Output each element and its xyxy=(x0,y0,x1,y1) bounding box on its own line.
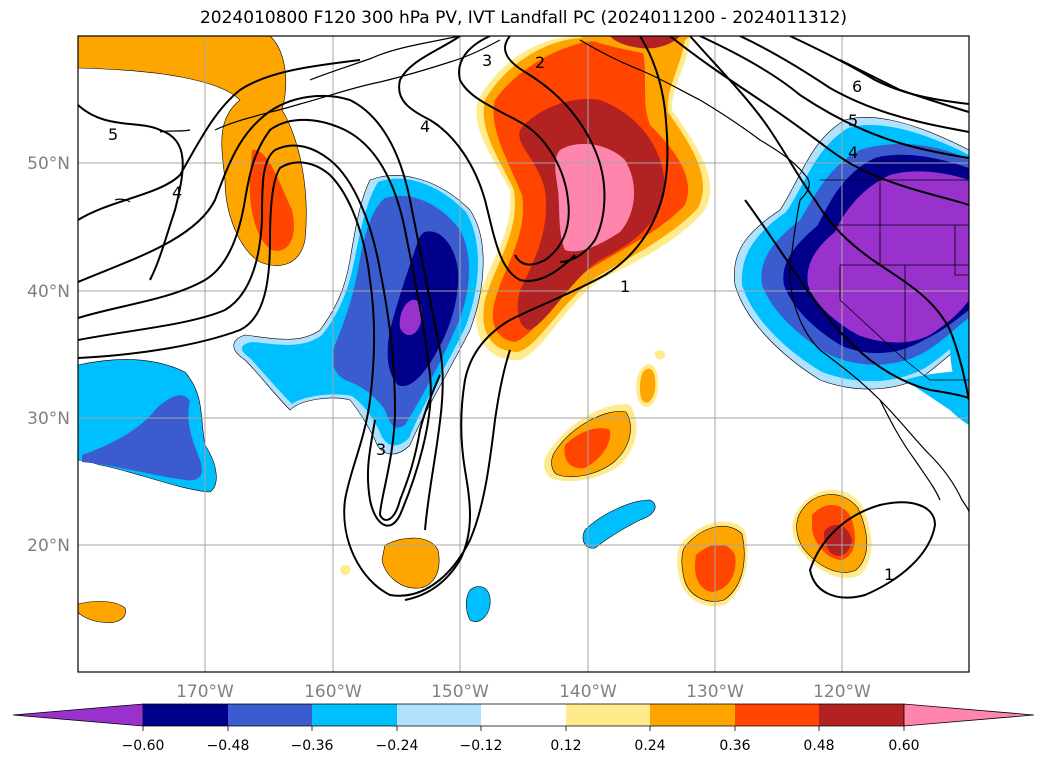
colorbar-segment xyxy=(650,704,735,726)
state-borders xyxy=(820,175,969,381)
lon-label: 170°W xyxy=(176,682,234,702)
positive-anomaly-region xyxy=(823,524,852,556)
positive-anomaly-region xyxy=(381,537,440,589)
positive-anomaly-region xyxy=(555,143,635,252)
negative-anomaly-region xyxy=(465,586,491,622)
colorbar-tick-label: −0.36 xyxy=(291,738,334,754)
contour-label: 1 xyxy=(620,277,630,296)
colorbar-segment xyxy=(228,704,312,726)
map-panel: 1 1 2 3 3 4 4 4 5 5 6 xyxy=(77,35,970,673)
colorbar-tick-label: 0.36 xyxy=(719,738,750,754)
colorbar-tick-label: 0.24 xyxy=(634,738,665,754)
lon-label: 150°W xyxy=(431,682,489,702)
contour-label: 4 xyxy=(848,143,858,162)
colorbar-tick-label: −0.24 xyxy=(376,738,419,754)
colorbar-segment xyxy=(819,704,904,726)
map-title: 2024010800 F120 300 hPa PV, IVT Landfall… xyxy=(199,8,847,28)
colorbar: −0.60 −0.48 −0.36 −0.24 −0.12 0.12 0.24 … xyxy=(12,703,1035,754)
coastlines xyxy=(114,36,969,513)
lon-label: 120°W xyxy=(813,682,871,702)
contour-label: 2 xyxy=(535,53,545,72)
contour-label: 3 xyxy=(376,440,386,459)
colorbar-segment xyxy=(735,704,819,726)
colorbar-tick-label: 0.60 xyxy=(888,738,919,754)
positive-anomaly-region xyxy=(340,564,351,576)
colorbar-segment xyxy=(312,704,397,726)
latitude-labels: 50°N 40°N 30°N 20°N xyxy=(27,154,70,556)
negative-anomaly-region xyxy=(950,330,969,400)
lat-label: 30°N xyxy=(27,409,70,429)
colorbar-outline xyxy=(143,703,904,727)
contour-label: 6 xyxy=(852,77,862,96)
positive-anomaly-region xyxy=(610,36,680,49)
colorbar-segment xyxy=(566,704,650,726)
lon-label: 160°W xyxy=(304,682,362,702)
contour-label: 4 xyxy=(172,183,182,202)
colorbar-tick-label: −0.12 xyxy=(460,738,503,754)
colorbar-tick-label: −0.60 xyxy=(122,738,165,754)
negative-anomaly-region xyxy=(905,370,969,425)
lon-label: 130°W xyxy=(686,682,744,702)
colorbar-tick-label: −0.48 xyxy=(207,738,250,754)
contour-label: 4 xyxy=(420,117,430,136)
positive-anomaly-region xyxy=(654,350,666,360)
contour-label: 1 xyxy=(884,565,894,584)
contour-labels: 1 1 2 3 3 4 4 4 5 5 6 xyxy=(108,51,894,584)
colorbar-ticks xyxy=(142,726,905,731)
lon-label: 140°W xyxy=(559,682,617,702)
pv-contours xyxy=(78,36,969,601)
lat-label: 50°N xyxy=(27,154,70,174)
positive-anomaly-region xyxy=(564,428,611,469)
graticule xyxy=(78,36,969,672)
colorbar-extend-low xyxy=(12,703,144,727)
contour-label: 3 xyxy=(482,51,492,70)
positive-anomaly-region xyxy=(639,368,656,403)
negative-anomaly-region xyxy=(387,231,459,387)
colorbar-segment xyxy=(397,704,481,726)
colorbar-segment xyxy=(143,704,228,726)
colorbar-extend-high xyxy=(903,703,1035,727)
colorbar-tick-label: 0.48 xyxy=(803,738,834,754)
negative-anomaly-region xyxy=(399,299,423,336)
map-frame xyxy=(77,35,970,673)
lat-label: 20°N xyxy=(27,536,70,556)
negative-anomaly-region xyxy=(82,395,202,481)
colorbar-tick-label: 0.12 xyxy=(550,738,581,754)
contour-label: 5 xyxy=(848,111,858,130)
lat-label: 40°N xyxy=(27,282,70,302)
colorbar-segment xyxy=(481,704,566,726)
positive-anomaly-region xyxy=(78,601,126,623)
longitude-labels: 170°W 160°W 150°W 140°W 130°W 120°W xyxy=(176,682,871,702)
contour-label: 5 xyxy=(108,125,118,144)
